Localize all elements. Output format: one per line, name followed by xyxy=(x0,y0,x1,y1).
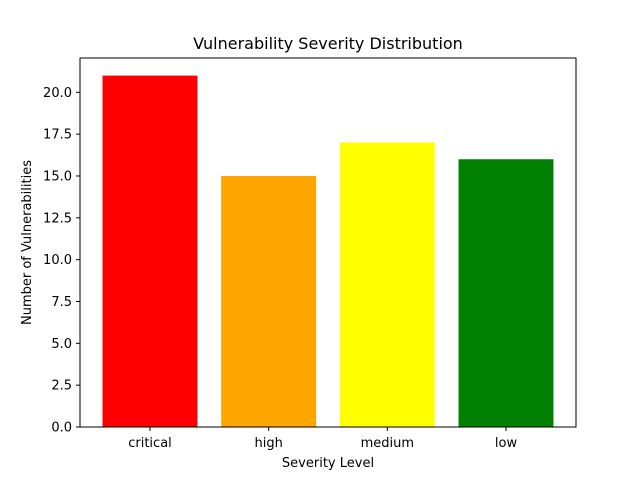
y-tick-label: 20.0 xyxy=(43,86,72,101)
y-tick-label: 2.5 xyxy=(51,379,72,394)
y-tick-label: 7.5 xyxy=(51,295,72,310)
bar-medium xyxy=(339,142,435,428)
x-tick-label-high: high xyxy=(254,436,282,451)
y-tick-label: 15.0 xyxy=(43,169,72,184)
x-axis-label: Severity Level xyxy=(282,456,374,471)
bar-high xyxy=(221,175,317,427)
x-tick-label-low: low xyxy=(495,436,518,451)
x-tick-label-medium: medium xyxy=(361,436,414,451)
plot-frame xyxy=(79,57,577,428)
y-tick-label: 10.0 xyxy=(43,253,72,268)
y-axis: 0.0 2.5 5.0 7.5 10.0 12.5 15.0 17.5 20.0 xyxy=(43,86,80,436)
y-tick-label: 0.0 xyxy=(51,421,72,436)
bars-group xyxy=(102,75,554,428)
y-axis-label: Number of Vulnerabilities xyxy=(20,160,35,325)
bar-critical xyxy=(102,75,198,428)
chart-title: Vulnerability Severity Distribution xyxy=(193,34,463,53)
x-tick-label-critical: critical xyxy=(128,436,172,451)
x-axis: critical high medium low xyxy=(128,427,517,451)
y-tick-label: 5.0 xyxy=(51,337,72,352)
y-tick-label: 12.5 xyxy=(43,211,72,226)
bar-low xyxy=(458,159,554,427)
y-tick-label: 17.5 xyxy=(43,128,72,143)
